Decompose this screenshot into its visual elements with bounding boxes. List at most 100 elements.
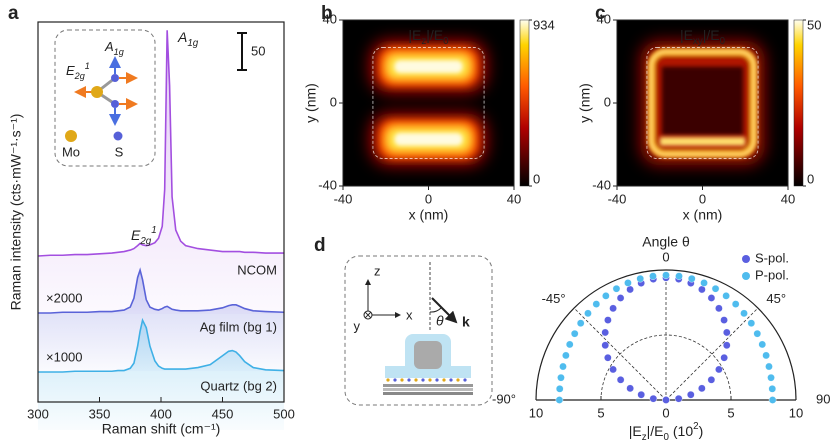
data-point [768,385,777,393]
colorbar-label: 0 [533,171,540,186]
angle-label: 0 [662,249,669,264]
subscript: 2g [139,236,151,247]
data-point [662,396,670,404]
data-point [698,384,706,393]
x-axis-label: |Ez|/E0 (102) [629,421,703,443]
x-tick-label: 5 [597,405,604,420]
legend-label: P-pol. [755,267,789,282]
cross [364,311,372,319]
x-tick-label: 350 [89,406,111,421]
data-point [604,353,612,362]
atom-dot [400,378,404,382]
axis-name: y [354,318,361,333]
data-point [565,340,574,349]
y-tick-label: 0 [330,94,337,109]
text-part: |E [629,423,642,439]
data-point [753,329,762,338]
data-point [637,390,646,399]
supscript: 1 [151,225,156,236]
k-arrow [431,297,458,324]
radius-grid [600,334,732,401]
text-part: ) [699,423,704,439]
legend-marker [742,272,750,280]
spectrum-line [38,267,285,314]
angle-label: 45° [766,291,786,306]
x-tick-label: 40 [507,191,521,206]
data-point [707,294,716,302]
y-axis-label: y (nm) [577,83,593,123]
legend-mo [65,130,77,142]
data-point [570,329,579,338]
text-part: |/E [426,27,443,43]
data-point [636,274,645,283]
subscript: xy [693,36,703,47]
subscript: 0 [720,36,726,47]
y-tick-label: -40 [592,177,611,192]
panel-label: c [595,3,606,24]
data-point [731,300,740,308]
x-axis-label: Raman shift (cm⁻¹) [102,421,221,437]
data-point [674,394,683,403]
angle-label: -45° [542,291,566,306]
data-point [723,328,731,337]
y-tick-label: 40 [323,11,337,26]
data-point [609,365,617,374]
text-part: E [66,63,75,78]
text-part: |/E [647,423,664,439]
x-tick-label: 300 [27,406,49,421]
y-axis-label: Raman intensity (cts·mW⁻¹·s⁻¹) [8,114,24,311]
factor-label: ×1000 [46,349,83,364]
data-point [584,309,592,318]
atom-label: S [115,144,124,159]
y-axis-label: y (nm) [303,83,319,123]
mode-label: A1g [104,39,124,57]
subscript: 1g [187,38,198,49]
data-point [616,294,625,302]
atom-dot [393,378,397,382]
data-point [649,394,658,403]
layer [383,384,473,387]
data-point [555,396,564,404]
data-point [715,365,723,374]
legend-s [113,131,123,141]
atom-dot [414,378,418,382]
data-point [758,340,767,349]
text-part: A [104,39,114,54]
text-part: E [131,227,141,243]
factor-label: ×2000 [46,290,83,305]
atom-dot [435,378,439,382]
x-tick-label: 5 [727,405,734,420]
data-point [715,304,723,313]
data-point [609,304,617,313]
text-part: A [177,29,187,45]
field-map [343,20,514,186]
peak-label: E2g1 [131,225,157,247]
y-tick-label: -40 [318,177,337,192]
y-tick-label: 40 [597,11,611,26]
data-point [557,373,565,382]
series-label: Quartz (bg 2) [200,378,277,393]
data-point [576,319,585,327]
angle-symbol: θ [436,313,444,329]
x-tick-label: 10 [789,405,803,420]
x-tick-label: 450 [212,406,234,421]
data-point [675,272,683,280]
atom-dot [386,378,390,382]
series-label: Ag film (bg 1) [200,319,277,334]
series-label: NCOM [237,262,277,277]
peak-label: A1g [177,29,199,49]
text-part: |/E [703,27,720,43]
x-tick-label: 0 [425,191,432,206]
angle-grid [573,307,667,401]
angle-label: 90° [816,391,831,406]
atom-dot [463,378,467,382]
subscript: 0 [443,36,449,47]
data-point [592,300,601,308]
text-part: |E [680,27,693,43]
angle-grid [665,307,759,401]
atom-dot [407,378,411,382]
x-axis-label: x (nm) [683,207,723,223]
area-fill [38,30,284,315]
layer [383,388,473,391]
data-point [767,373,775,382]
